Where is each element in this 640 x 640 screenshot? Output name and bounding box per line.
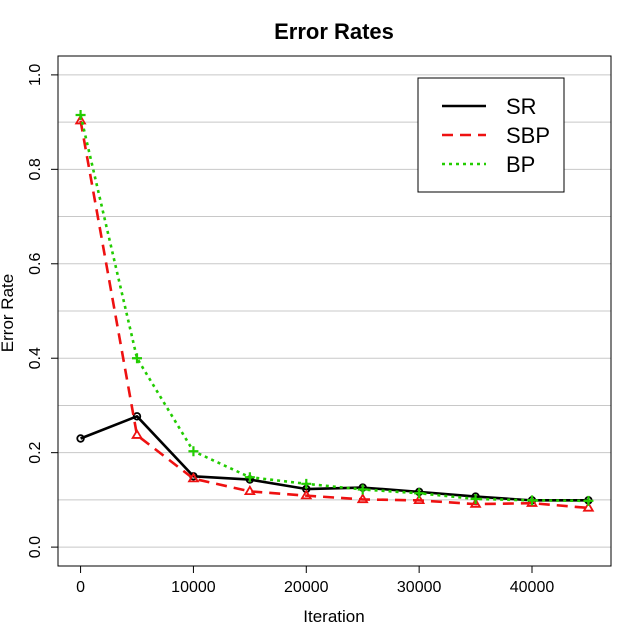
- axes: 0 10000 20000 30000 40000 0.0 0.2 0.4 0.6 0.8 1.0: [27, 64, 554, 596]
- point-bp: [583, 495, 594, 506]
- y-tick-label: 0.4: [27, 347, 44, 369]
- series-sr: [76, 412, 593, 505]
- x-axis-label: Iteration: [303, 607, 364, 626]
- y-tick-label: 1.0: [27, 64, 44, 86]
- point-sr: [132, 412, 142, 421]
- x-tick-label: 0: [76, 579, 85, 596]
- x-tick-label: 10000: [171, 579, 216, 596]
- legend-label-sbp: SBP: [506, 123, 550, 148]
- point-sbp: [74, 114, 87, 125]
- y-axis-label: Error Rate: [0, 274, 17, 352]
- x-tick-label: 20000: [284, 579, 329, 596]
- point-bp: [357, 484, 368, 495]
- series-sbp: [74, 114, 595, 512]
- point-sbp: [243, 485, 256, 496]
- point-bp: [132, 353, 142, 364]
- series-line-sbp: [79, 120, 589, 510]
- point-sbp: [526, 496, 538, 507]
- point-sbp: [187, 472, 200, 483]
- series-line-sr: [80, 415, 589, 502]
- y-tick-label: 0.2: [27, 441, 44, 463]
- x-tick-label: 30000: [397, 579, 442, 596]
- point-bp: [527, 495, 537, 506]
- point-bp: [75, 110, 86, 121]
- point-sbp: [356, 493, 369, 504]
- point-sr: [76, 434, 85, 443]
- y-tick-label: 0.6: [27, 253, 44, 275]
- chart-title: Error Rates: [274, 19, 394, 44]
- point-sbp: [469, 497, 482, 508]
- point-bp: [414, 488, 425, 499]
- x-tick-label: 40000: [510, 579, 555, 596]
- legend: SR SBP BP: [417, 77, 565, 193]
- legend-label-bp: BP: [506, 152, 535, 177]
- series-bp: [75, 110, 594, 506]
- y-tick-label: 0.0: [27, 536, 44, 558]
- point-sbp: [131, 428, 143, 439]
- y-tick-label: 0.8: [27, 158, 44, 180]
- point-sbp: [582, 501, 595, 512]
- point-bp: [188, 446, 199, 457]
- point-bp: [470, 493, 481, 504]
- series-line-bp: [79, 114, 589, 503]
- point-bp: [301, 478, 312, 489]
- legend-label-sr: SR: [506, 94, 537, 119]
- point-sbp: [300, 489, 313, 500]
- point-bp: [244, 472, 255, 483]
- point-sbp: [413, 493, 426, 505]
- series-lines: [74, 110, 595, 512]
